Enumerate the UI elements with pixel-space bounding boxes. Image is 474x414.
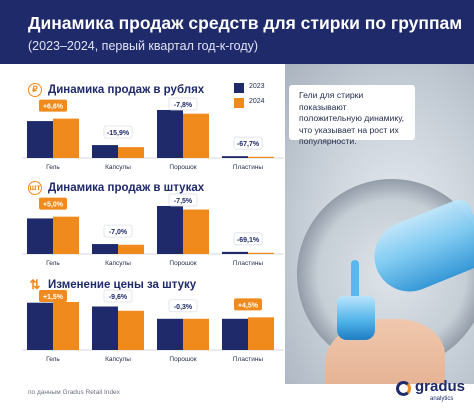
bar-2023-4: [222, 156, 248, 158]
header: Динамика продаж средств для стирки по гр…: [0, 0, 474, 64]
change-badge: [103, 289, 133, 303]
bar-2024-4: [248, 252, 274, 254]
legend-item-2023: 2023: [234, 82, 278, 94]
category-label: Капсулы: [105, 356, 131, 363]
category-label: Порошок: [169, 356, 196, 363]
change-badge: [168, 299, 198, 313]
chart-sales-units: Гель +5,0% Капсулы -7,0% Порошок -7,5% Пластин…: [22, 193, 284, 267]
brand-name: gradus: [415, 378, 466, 395]
change-badge: [39, 99, 67, 112]
bar-2024-2: [118, 310, 144, 350]
bar-2024-1: [53, 216, 79, 254]
source-note: по данным Gradus Retail Index: [28, 389, 120, 396]
legend-swatch-2023: [234, 83, 244, 93]
change-badge: [39, 290, 67, 302]
change-label: -0,3%: [174, 304, 193, 311]
arrows-icon: ⇅: [29, 277, 41, 292]
category-label: Порошок: [169, 164, 196, 171]
bar-2023-1: [27, 121, 53, 158]
change-label: -7,8%: [174, 102, 193, 109]
bar-2024-4: [248, 317, 274, 350]
change-label: -9,6%: [109, 294, 128, 301]
change-badge: [39, 197, 67, 210]
footer: по данным Gradus Retail Index: [0, 384, 474, 414]
change-label: +1,5%: [43, 294, 64, 301]
bar-2024-3: [183, 113, 209, 158]
page-title: Динамика продаж средств для стирки по гр…: [28, 13, 463, 33]
change-label: -69,1%: [237, 237, 260, 244]
category-label: Капсулы: [105, 260, 131, 267]
change-label: -67,7%: [237, 141, 260, 148]
legend-swatch-2024: [234, 98, 244, 108]
change-badge: [168, 193, 198, 207]
category-label: Пластины: [233, 260, 264, 267]
bar-2023-3: [157, 318, 183, 350]
change-badge: [233, 136, 263, 150]
change-badge: [233, 232, 263, 246]
bar-2024-2: [118, 244, 144, 254]
ruble-icon: ₽: [28, 83, 42, 97]
insight-callout: Гели для стирки показывают положительную…: [289, 85, 415, 146]
change-label: +5,0%: [43, 202, 64, 209]
bar-2023-1: [27, 302, 53, 350]
legend-item-2024: 2024: [234, 97, 278, 109]
change-badge: [234, 298, 262, 311]
change-label: -15,9%: [107, 130, 130, 137]
bar-2024-4: [248, 156, 274, 158]
bar-2023-4: [222, 318, 248, 350]
chart-price-change: Гель +1,5% Капсулы -9,6% Порошок -0,3% Пластин…: [22, 289, 284, 363]
change-badge: [103, 125, 133, 139]
brand-logo: gradus analytics: [396, 378, 466, 408]
page-subtitle: (2023–2024, первый квартал год-к-году): [28, 39, 259, 53]
category-label: Гель: [46, 260, 60, 267]
chart-title-rubles: Динамика продаж в рублях: [48, 84, 205, 96]
liquid-stream: [351, 260, 359, 300]
gradus-logo-icon: [396, 381, 411, 396]
category-label: Порошок: [169, 260, 196, 267]
measuring-cap: [337, 296, 375, 340]
chart-title-price: Изменение цены за штуку: [48, 279, 197, 291]
bar-2024-1: [53, 118, 79, 158]
category-label: Пластины: [233, 164, 264, 171]
bar-2024-3: [183, 318, 209, 350]
legend-label-2024: 2024: [249, 98, 265, 105]
bar-2023-2: [92, 145, 118, 158]
change-label: -7,0%: [109, 229, 128, 236]
category-label: Гель: [46, 164, 60, 171]
bar-2023-1: [27, 218, 53, 254]
category-label: Капсулы: [105, 164, 131, 171]
chart-sales-rubles: Гель +6,6% Капсулы -15,9% Порошок -7,8% Пласти…: [22, 97, 284, 171]
bar-2023-2: [92, 306, 118, 350]
pieces-icon: шт: [28, 181, 42, 195]
bar-2024-2: [118, 147, 144, 158]
insight-text: Гели для стирки показывают положительную…: [299, 90, 405, 146]
legend-label-2023: 2023: [249, 83, 265, 90]
change-badge: [103, 224, 133, 238]
bar-2023-3: [157, 206, 183, 254]
bar-2023-4: [222, 251, 248, 254]
change-label: +6,6%: [43, 104, 64, 111]
bar-2024-1: [53, 302, 79, 350]
category-label: Пластины: [233, 356, 264, 363]
brand-sub: analytics: [430, 396, 454, 402]
bar-2023-3: [157, 110, 183, 158]
bar-2024-3: [183, 209, 209, 254]
change-label: +4,5%: [238, 302, 259, 309]
category-label: Гель: [46, 356, 60, 363]
bar-2023-2: [92, 244, 118, 254]
chart-title-units: Динамика продаж в штуках: [48, 182, 205, 194]
change-label: -7,5%: [174, 198, 193, 205]
change-badge: [168, 97, 198, 111]
